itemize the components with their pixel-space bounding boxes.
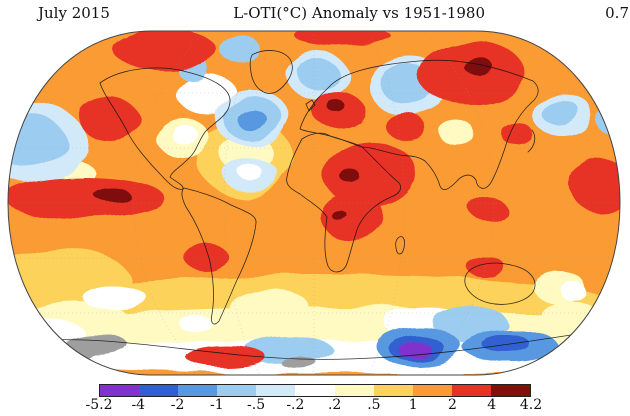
greenland-outline — [249, 50, 293, 94]
legend-tick: -5.2 — [85, 397, 113, 413]
period-label: July 2015 — [38, 4, 110, 22]
map-outline — [7, 30, 621, 376]
madagascar-outline — [395, 236, 405, 255]
continent-outlines — [13, 50, 617, 360]
world-map — [7, 30, 621, 376]
legend-swatch — [334, 385, 374, 396]
antarctica-outline — [13, 327, 617, 360]
legend-swatch — [178, 385, 218, 396]
page-title: L-OTI(°C) Anomaly vs 1951-1980 — [233, 4, 485, 22]
legend-tick: 4.2 — [519, 397, 543, 413]
legend-ticks: -5.2 -4 -2 -1 -.5 -.2 .2 .5 1 2 4 4.2 — [86, 397, 543, 415]
british-isles-outline — [305, 99, 316, 112]
australia-outline — [464, 262, 536, 305]
legend-swatch — [451, 385, 491, 396]
south-america-outline — [181, 187, 257, 325]
legend-swatch — [373, 385, 413, 396]
legend-tick: .2 — [327, 397, 342, 413]
legend-swatch — [256, 385, 296, 396]
north-america-outline — [99, 67, 231, 190]
legend-tick: -1 — [209, 397, 224, 413]
legend-tick: 2 — [447, 397, 457, 413]
legend-bar — [99, 384, 531, 397]
japan-outline — [527, 129, 536, 153]
legend-swatch — [139, 385, 179, 396]
legend-swatch — [412, 385, 452, 396]
legend-swatch — [100, 385, 140, 396]
eurasia-outline — [299, 59, 539, 191]
header: July 2015 L-OTI(°C) Anomaly vs 1951-1980… — [0, 0, 630, 26]
legend-swatch — [295, 385, 335, 396]
legend-swatch — [217, 385, 257, 396]
legend-tick: -4 — [131, 397, 146, 413]
legend-tick: .5 — [367, 397, 381, 413]
legend-tick: -.2 — [286, 397, 305, 413]
legend-tick: -.5 — [247, 397, 266, 413]
legend-tick: 4 — [487, 397, 497, 413]
legend-tick: 1 — [408, 397, 418, 413]
legend-tick: -2 — [170, 397, 185, 413]
map-area — [0, 26, 630, 378]
global-mean-value: 0.7 — [605, 4, 629, 22]
graticule-lines — [8, 31, 620, 375]
legend-swatch — [490, 385, 531, 396]
